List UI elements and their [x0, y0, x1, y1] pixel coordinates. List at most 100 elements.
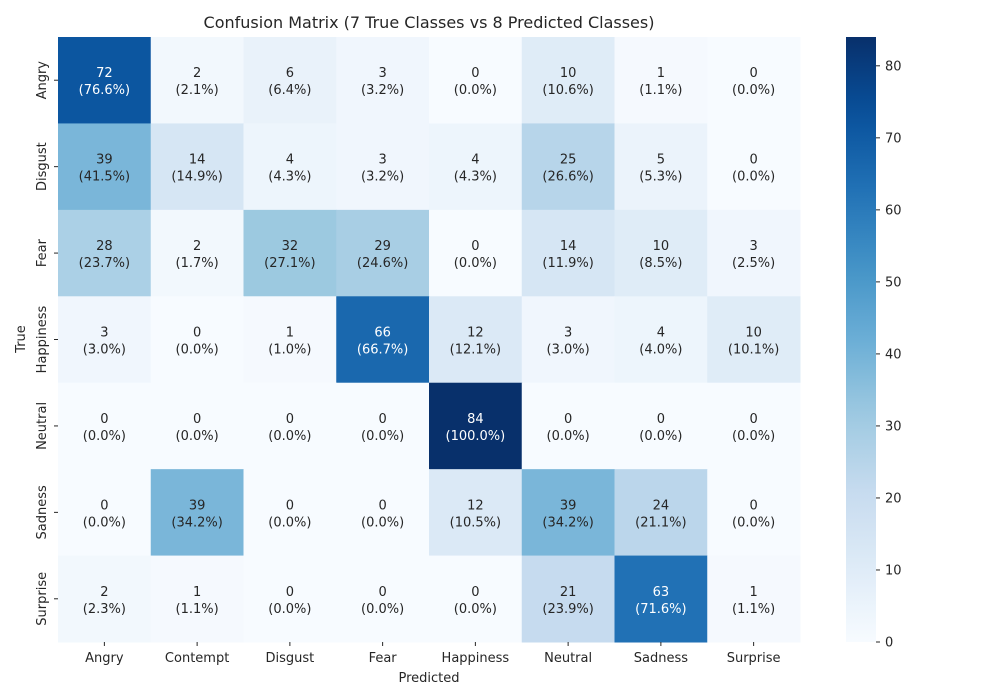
cell-percent-label: (10.1%) [728, 343, 779, 358]
colorbar-tick-label: 20 [885, 491, 902, 506]
cell-percent-label: (0.0%) [732, 83, 775, 98]
colorbar-tick-label: 40 [885, 347, 902, 362]
cell-percent-label: (76.6%) [79, 83, 130, 98]
cell-percent-label: (6.4%) [268, 83, 311, 98]
x-tick-label: Surprise [727, 651, 781, 666]
cell-percent-label: (0.0%) [732, 515, 775, 530]
cell-percent-label: (2.3%) [83, 602, 126, 617]
cell-percent-label: (23.7%) [79, 256, 130, 271]
cell-percent-label: (100.0%) [446, 429, 506, 444]
cell-count-label: 3 [378, 153, 386, 168]
heatmap-cell [707, 382, 801, 470]
cell-count-label: 0 [749, 153, 757, 168]
cell-count-label: 10 [560, 66, 577, 81]
x-tick-label: Happiness [442, 651, 510, 666]
cell-percent-label: (26.6%) [542, 170, 593, 185]
heatmap-cell [429, 296, 523, 384]
cell-count-label: 1 [193, 585, 201, 600]
cell-percent-label: (14.9%) [171, 170, 222, 185]
y-tick-label: Happiness [35, 305, 50, 373]
x-axis-ticks: Angry Contempt Disgust Fear Happiness Neutral… [85, 642, 781, 666]
heatmap-cell [614, 296, 708, 384]
cell-count-label: 12 [467, 498, 484, 513]
heatmap-cell [243, 123, 337, 211]
heatmap-cell [429, 469, 523, 557]
cell-percent-label: (27.1%) [264, 256, 315, 271]
cell-percent-label: (1.7%) [176, 256, 219, 271]
cell-count-label: 10 [653, 239, 670, 254]
heatmap-cell [707, 209, 801, 297]
cell-count-label: 3 [564, 326, 572, 341]
cell-percent-label: (0.0%) [454, 602, 497, 617]
heatmap-cell [150, 382, 244, 470]
heatmap-cell [150, 469, 244, 557]
cell-count-label: 39 [96, 153, 113, 168]
cell-percent-label: (1.0%) [268, 343, 311, 358]
cell-percent-label: (41.5%) [79, 170, 130, 185]
heatmap-cell [336, 37, 430, 124]
cell-percent-label: (12.1%) [450, 343, 501, 358]
cell-count-label: 1 [657, 66, 665, 81]
cell-count-label: 21 [560, 585, 577, 600]
cell-percent-label: (0.0%) [732, 170, 775, 185]
cell-percent-label: (23.9%) [542, 602, 593, 617]
cell-percent-label: (0.0%) [454, 256, 497, 271]
cell-count-label: 3 [749, 239, 757, 254]
cell-count-label: 10 [745, 326, 762, 341]
cell-count-label: 1 [286, 326, 294, 341]
colorbar-tick-label: 80 [885, 59, 902, 74]
cell-percent-label: (0.0%) [454, 83, 497, 98]
y-tick-label: Angry [35, 61, 50, 100]
cell-count-label: 2 [100, 585, 108, 600]
cell-percent-label: (21.1%) [635, 515, 686, 530]
cell-count-label: 0 [378, 412, 386, 427]
x-tick-label: Fear [369, 651, 398, 666]
cell-percent-label: (0.0%) [83, 515, 126, 530]
cell-count-label: 0 [378, 498, 386, 513]
cell-percent-label: (0.0%) [268, 515, 311, 530]
cell-percent-label: (0.0%) [83, 429, 126, 444]
heatmap-cell [336, 382, 430, 470]
colorbar: 0 10 20 30 40 50 60 70 80 [846, 37, 902, 651]
cell-count-label: 32 [282, 239, 299, 254]
heatmap-cell [58, 209, 152, 297]
cell-count-label: 0 [749, 498, 757, 513]
heatmap-cell [614, 469, 708, 557]
cell-percent-label: (0.0%) [361, 602, 404, 617]
heatmap-cell [707, 469, 801, 557]
heatmap-cell [243, 469, 337, 557]
heatmap-cell [429, 382, 523, 470]
heatmap-cell [150, 123, 244, 211]
cell-count-label: 0 [100, 412, 108, 427]
heatmap-cell [58, 555, 152, 643]
heatmap-cell [243, 382, 337, 470]
heatmap-cell [58, 382, 152, 470]
cell-count-label: 39 [560, 498, 577, 513]
heatmap-cell [150, 555, 244, 643]
cell-percent-label: (2.1%) [176, 83, 219, 98]
cell-percent-label: (66.7%) [357, 343, 408, 358]
cell-percent-label: (3.2%) [361, 83, 404, 98]
heatmap-cell [58, 296, 152, 384]
cell-count-label: 5 [657, 153, 665, 168]
cell-count-label: 0 [378, 585, 386, 600]
cell-count-label: 4 [471, 153, 479, 168]
cell-count-label: 3 [378, 66, 386, 81]
heatmap-cell [336, 555, 430, 643]
heatmap-cell [58, 37, 152, 124]
cell-count-label: 66 [374, 326, 391, 341]
cell-count-label: 24 [653, 498, 670, 513]
heatmap-cell [58, 469, 152, 557]
heatmap-cell [243, 209, 337, 297]
cell-count-label: 0 [471, 239, 479, 254]
colorbar-tick-label: 30 [885, 419, 902, 434]
cell-count-label: 72 [96, 66, 113, 81]
heatmap-cell [707, 296, 801, 384]
cell-percent-label: (1.1%) [732, 602, 775, 617]
heatmap-cell [521, 123, 615, 211]
cell-percent-label: (0.0%) [176, 343, 219, 358]
chart-title: Confusion Matrix (7 True Classes vs 8 Pr… [204, 13, 655, 32]
cell-percent-label: (3.0%) [83, 343, 126, 358]
cell-count-label: 12 [467, 326, 484, 341]
cell-count-label: 29 [374, 239, 391, 254]
